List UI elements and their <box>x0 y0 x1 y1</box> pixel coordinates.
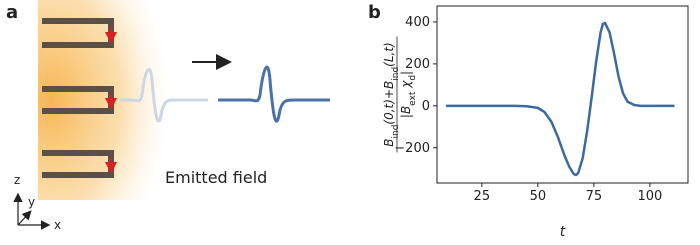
label-part: B <box>382 139 396 147</box>
subscript: ext <box>408 91 418 106</box>
label-part: |B <box>399 106 413 118</box>
axis-y: y <box>28 195 35 209</box>
y-tick-label: 200 <box>405 57 430 72</box>
y-tick-label: 400 <box>405 15 430 30</box>
x-tick-label: 100 <box>637 189 662 204</box>
coordinate-axes <box>13 192 51 230</box>
panel-label: b <box>368 2 381 23</box>
chart: 25 50 75 100−2000200400tBind(0,t)+Bind(L,t)… <box>382 5 689 240</box>
diagram: Emitted field z y x <box>13 0 330 232</box>
panel-label: a <box>6 2 18 23</box>
x-tick-label: 75 <box>586 189 603 204</box>
label-part: χ <box>399 80 413 92</box>
y-tick-label: −200 <box>394 141 430 156</box>
label-part: (0,t)+B <box>382 81 396 125</box>
glow <box>38 0 168 200</box>
subscript: ind <box>391 67 401 81</box>
subscript: ind <box>391 125 401 139</box>
y-label-numerator: Bind(0,t)+Bind(L,t) <box>382 42 401 146</box>
series-line <box>445 21 675 177</box>
x-axis-label: t <box>560 224 566 240</box>
subscript: d <box>408 75 418 81</box>
emitted-label: Emitted field <box>165 168 267 187</box>
faded-wave <box>120 67 208 123</box>
y-label-denominator: |Bext χd| <box>399 71 418 118</box>
emitted-wave <box>218 65 330 123</box>
label-part: (L,t) <box>382 42 396 67</box>
y-tick-label: 0 <box>422 99 430 114</box>
label-part: | <box>399 71 413 75</box>
plot-frame <box>436 5 689 184</box>
x-tick-label: 25 <box>474 189 491 204</box>
y-axis-label: Bind(0,t)+Bind(L,t)|Bext χd| <box>382 36 418 153</box>
axis-x: x <box>54 218 61 232</box>
x-tick-label: 50 <box>530 189 547 204</box>
axis-z: z <box>14 173 20 187</box>
